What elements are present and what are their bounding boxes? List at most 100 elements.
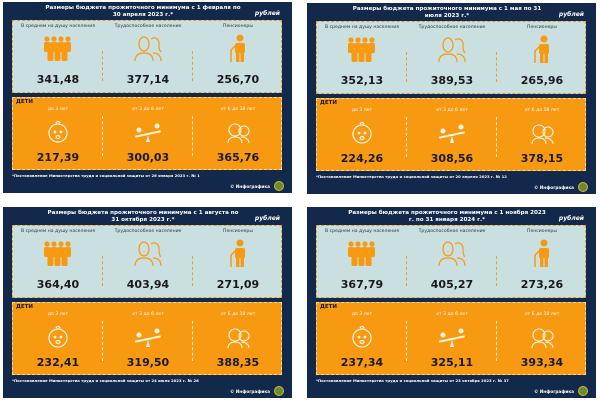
category-working-age: Трудоспособное население 377,14 [103,21,193,92]
category-per-capita: В среднем на душу населения 341,48 [13,21,103,92]
category-value: 403,94 [126,278,170,291]
category-label: В среднем на душу населения [20,229,96,234]
divider [406,321,407,361]
category-children-0-3: до 3 лет 224,26 [317,99,407,170]
category-value: 378,15 [520,152,564,165]
panel-title: Размеры бюджета прожиточного минимума с … [47,210,239,223]
elderly-person-icon [527,239,557,267]
category-value: 389,53 [430,74,474,87]
budget-panel: Размеры бюджета прожиточного минимума с … [3,2,292,193]
category-label: Пенсионеры [223,229,253,234]
seesaw-icon [437,325,467,349]
category-value: 365,76 [216,151,260,164]
seesaw-icon [437,121,467,145]
category-value: 325,11 [430,356,474,369]
credit: © Инфографика [534,389,574,394]
category-value: 341,48 [36,73,80,86]
children-heading: ДЕТИ [320,304,338,310]
unit-label: рублей [254,10,280,17]
category-value: 388,35 [216,356,260,369]
category-label: от 3 до 6 лет [132,312,164,317]
couple-icon [437,239,467,267]
credit: © Инфографика [230,389,270,394]
children-heading: ДЕТИ [16,99,34,105]
category-value: 256,70 [216,73,260,86]
category-children-0-3: до 3 лет 237,34 [317,303,407,374]
divider [406,52,407,82]
category-label: до 3 лет [47,312,69,317]
category-label: В среднем на душу населения [324,229,400,234]
children-section: ДЕТИ до 3 лет 232,41 от 3 до 6 лет 319,5… [12,302,282,375]
couple-icon [133,34,163,62]
category-value: 352,13 [340,74,384,87]
budget-panel: Размеры бюджета прожиточного минимума с … [307,3,596,194]
divider [406,117,407,157]
panel-title: Размеры бюджета прожиточного минимума с … [348,210,546,223]
budget-panel: Размеры бюджета прожиточного минимума с … [3,207,292,398]
category-children-3-6: от 3 до 6 лет 325,11 [407,303,497,374]
category-per-capita: В среднем на душу населения 364,40 [13,226,103,297]
category-children-0-3: до 3 лет 232,41 [13,303,103,374]
category-children-3-6: от 3 до 6 лет 308,56 [407,99,497,170]
category-pensioners: Пенсионеры 265,96 [497,22,587,93]
category-pensioners: Пенсионеры 256,70 [193,21,283,92]
emblem-logo [274,386,284,396]
children-section: ДЕТИ до 3 лет 224,26 от 3 до 6 лет 308,5… [316,98,586,171]
adults-section: В среднем на душу населения 367,79 Трудо… [316,225,586,298]
footnote: *Постановление Министерства труда и соци… [316,378,509,383]
divider [102,51,103,81]
category-label: Пенсионеры [527,25,557,30]
category-value: 393,34 [520,356,564,369]
unit-label: рублей [558,11,584,18]
divider [102,321,103,361]
couple-icon [133,239,163,267]
category-value: 224,26 [340,152,384,165]
category-value: 405,27 [430,278,474,291]
baby-icon [43,120,73,144]
children-section: ДЕТИ до 3 лет 217,39 от 3 до 6 лет 300,0… [12,97,282,170]
footnote: *Постановление Министерства труда и соци… [12,173,200,178]
category-value: 265,96 [520,74,564,87]
category-value: 377,14 [126,73,170,86]
teenagers-icon [223,120,253,144]
category-value: 237,34 [340,356,384,369]
elderly-person-icon [527,35,557,63]
category-children-6-18: от 6 до 18 лет 378,15 [497,99,587,170]
children-heading: ДЕТИ [320,100,338,106]
credit: © Инфографика [534,185,574,190]
category-value: 273,26 [520,278,564,291]
footnote: *Постановление Министерства труда и соци… [12,378,199,383]
divider [102,116,103,156]
credit: © Инфографика [230,184,270,189]
divider [406,256,407,286]
category-value: 271,09 [216,278,260,291]
divider [496,321,497,361]
category-value: 300,03 [126,151,170,164]
people-group-icon [43,34,73,62]
teenagers-icon [527,121,557,145]
seesaw-icon [133,120,163,144]
divider [192,321,193,361]
category-working-age: Трудоспособное население 403,94 [103,226,193,297]
emblem-logo [274,181,284,191]
footnote: *Постановление Министерства труда и соци… [316,174,507,179]
category-children-3-6: от 3 до 6 лет 300,03 [103,98,193,169]
category-label: В среднем на душу населения [20,24,96,29]
category-label: Трудоспособное население [418,25,486,30]
panel-title: Размеры бюджета прожиточного минимума с … [45,5,241,18]
divider [192,51,193,81]
teenagers-icon [223,325,253,349]
people-group-icon [347,35,377,63]
divider [102,256,103,286]
category-value: 217,39 [36,151,80,164]
category-children-6-18: от 6 до 18 лет 365,76 [193,98,283,169]
people-group-icon [347,239,377,267]
budget-panel: Размеры бюджета прожиточного минимума с … [307,207,596,398]
adults-section: В среднем на душу населения 364,40 Трудо… [12,225,282,298]
category-label: от 3 до 6 лет [436,108,468,113]
children-heading: ДЕТИ [16,304,34,310]
category-label: до 3 лет [351,108,373,113]
category-label: В среднем на душу населения [324,25,400,30]
category-working-age: Трудоспособное население 405,27 [407,226,497,297]
category-children-6-18: от 6 до 18 лет 388,35 [193,303,283,374]
